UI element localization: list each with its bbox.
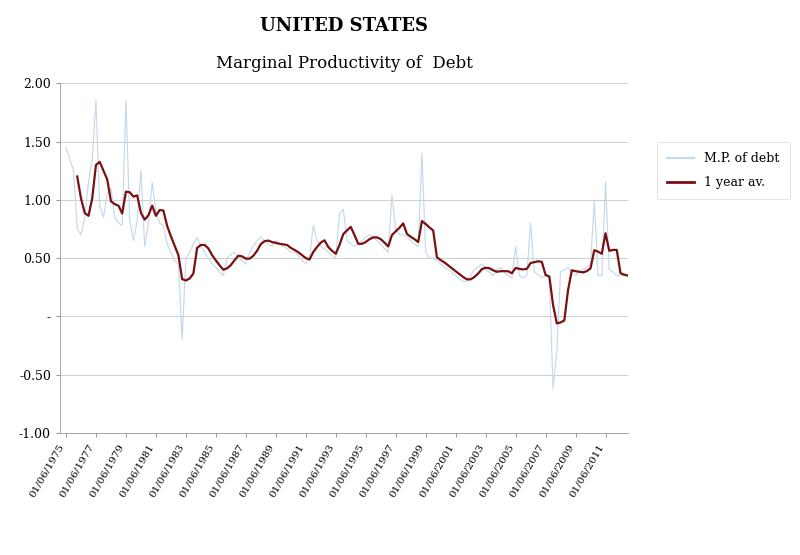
Text: UNITED STATES: UNITED STATES <box>260 17 428 34</box>
Legend: M.P. of debt, 1 year av.: M.P. of debt, 1 year av. <box>657 142 790 199</box>
Text: Marginal Productivity of  Debt: Marginal Productivity of Debt <box>215 56 473 73</box>
